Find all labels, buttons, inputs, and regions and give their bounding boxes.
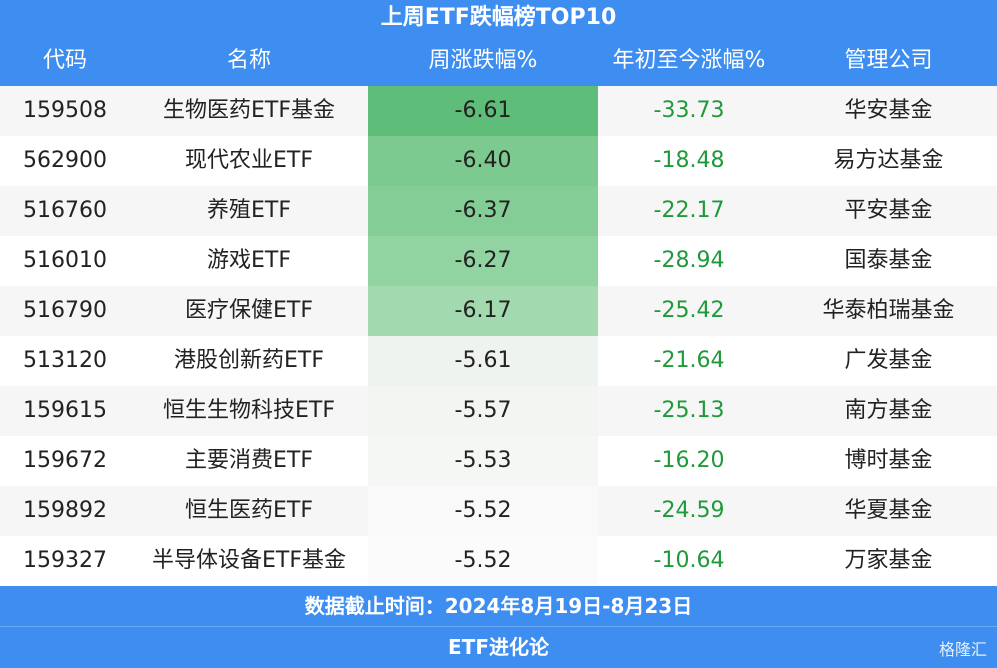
- column-header: 管理公司: [844, 48, 933, 73]
- table-cell: 159327: [23, 548, 107, 573]
- table-cell: 华安基金: [844, 98, 933, 123]
- table-cell: 万家基金: [844, 548, 933, 573]
- column-header: 名称: [226, 48, 271, 73]
- title: 上周ETF跌幅榜TOP10: [0, 0, 997, 36]
- table-cell: 平安基金: [844, 198, 933, 223]
- footer: 数据截止时间：2024年8月19日-8月23日 ETF进化论 格隆汇: [0, 586, 997, 668]
- table-cell: -33.73: [653, 98, 725, 123]
- table-cell: 广发基金: [844, 348, 933, 373]
- table-cell: -21.64: [653, 348, 725, 373]
- table-cell: -5.52: [368, 536, 598, 586]
- table-row: 513120 港股创新药ETF -5.61 -21.64 广发基金: [0, 336, 997, 386]
- table-cell: -6.17: [368, 286, 598, 336]
- table-row: 159615 恒生生物科技ETF -5.57 -25.13 南方基金: [0, 386, 997, 436]
- table-cell: -25.42: [653, 298, 725, 323]
- table-row: 159327 半导体设备ETF基金 -5.52 -10.64 万家基金: [0, 536, 997, 586]
- table-cell: 现代农业ETF: [185, 148, 313, 173]
- table-cell: 游戏ETF: [207, 248, 291, 273]
- table-cell: 516760: [23, 198, 107, 223]
- table-cell: 513120: [23, 348, 107, 373]
- table-cell: 半导体设备ETF基金: [152, 548, 346, 573]
- table-cell: 恒生医药ETF: [185, 498, 313, 523]
- table-cell: -16.20: [653, 448, 725, 473]
- table-cell: 159508: [23, 98, 107, 123]
- table-cell: 博时基金: [844, 448, 933, 473]
- table-body: 159508 生物医药ETF基金 -6.61 -33.73 华安基金 562900 现代农业…: [0, 86, 997, 586]
- table-cell: -24.59: [653, 498, 725, 523]
- table-row: 159892 恒生医药ETF -5.52 -24.59 华夏基金: [0, 486, 997, 536]
- footer-source: ETF进化论: [448, 635, 549, 659]
- header-row: 代码 名称 周涨跌幅% 年初至今涨幅% 管理公司: [0, 36, 997, 86]
- table-row: 516010 游戏ETF -6.27 -28.94 国泰基金: [0, 236, 997, 286]
- table-cell: 516790: [23, 298, 107, 323]
- table-cell: -6.37: [368, 186, 598, 236]
- table-cell: 医疗保健ETF: [185, 298, 313, 323]
- table-cell: 国泰基金: [844, 248, 933, 273]
- table-cell: 562900: [23, 148, 107, 173]
- table-cell: 159672: [23, 448, 107, 473]
- table-cell: -5.57: [368, 386, 598, 436]
- table-cell: -22.17: [653, 198, 725, 223]
- table-cell: -28.94: [653, 248, 725, 273]
- table-cell: 主要消费ETF: [185, 448, 313, 473]
- footer-note: 数据截止时间：2024年8月19日-8月23日: [0, 586, 997, 627]
- table-cell: 159892: [23, 498, 107, 523]
- table-cell: -5.52: [368, 486, 598, 536]
- table-cell: -6.40: [368, 136, 598, 186]
- table-cell: -6.61: [368, 86, 598, 136]
- table-cell: 南方基金: [844, 398, 933, 423]
- table-cell: -5.61: [368, 336, 598, 386]
- table-cell: 养殖ETF: [207, 198, 291, 223]
- column-header: 年初至今涨幅%: [612, 48, 766, 73]
- table-row: 159672 主要消费ETF -5.53 -16.20 博时基金: [0, 436, 997, 486]
- table-cell: 华夏基金: [844, 498, 933, 523]
- table-cell: 恒生生物科技ETF: [163, 398, 335, 423]
- table-row: 516790 医疗保健ETF -6.17 -25.42 华泰柏瑞基金: [0, 286, 997, 336]
- table-cell: 易方达基金: [833, 148, 944, 173]
- table-cell: 港股创新药ETF: [174, 348, 324, 373]
- table-cell: -10.64: [653, 548, 725, 573]
- table-cell: -25.13: [653, 398, 725, 423]
- table-cell: -6.27: [368, 236, 598, 286]
- table-row: 562900 现代农业ETF -6.40 -18.48 易方达基金: [0, 136, 997, 186]
- table-row: 516760 养殖ETF -6.37 -22.17 平安基金: [0, 186, 997, 236]
- table-cell: 516010: [23, 248, 107, 273]
- table-cell: -18.48: [653, 148, 725, 173]
- column-header: 代码: [42, 48, 87, 73]
- column-header: 周涨跌幅%: [428, 48, 538, 73]
- watermark: 格隆汇: [938, 640, 987, 659]
- table-cell: 华泰柏瑞基金: [822, 298, 955, 323]
- table-cell: -5.53: [368, 436, 598, 486]
- table-cell: 159615: [23, 398, 107, 423]
- table-row: 159508 生物医药ETF基金 -6.61 -33.73 华安基金: [0, 86, 997, 136]
- table-cell: 生物医药ETF基金: [163, 98, 335, 123]
